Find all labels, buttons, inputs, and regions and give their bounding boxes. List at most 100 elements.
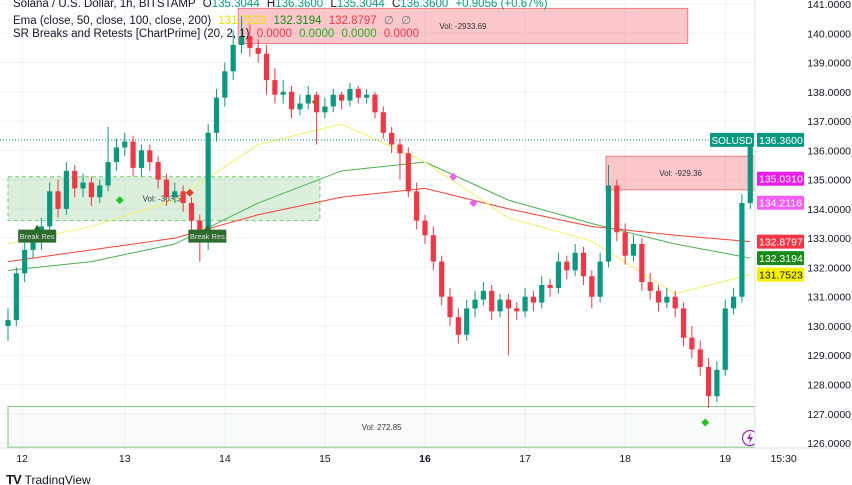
candle[interactable]	[255, 39, 261, 63]
candle[interactable]	[247, 24, 253, 57]
candle[interactable]	[347, 83, 353, 107]
candle[interactable]	[55, 179, 61, 218]
candle[interactable]	[263, 44, 270, 95]
candle[interactable]	[555, 252, 562, 294]
candle[interactable]	[530, 290, 537, 312]
price-axis[interactable]	[755, 0, 852, 448]
candle[interactable]	[622, 223, 628, 265]
label-bubble	[18, 224, 57, 243]
candle[interactable]	[172, 182, 178, 204]
candle[interactable]	[288, 85, 295, 119]
candle[interactable]	[122, 132, 128, 157]
candle[interactable]	[664, 287, 670, 309]
resistance-zone[interactable]	[605, 155, 756, 191]
candle[interactable]	[422, 214, 428, 245]
candle[interactable]	[739, 194, 745, 303]
candle[interactable]	[47, 182, 53, 233]
candle[interactable]	[130, 135, 136, 177]
candle[interactable]	[714, 361, 720, 403]
candle[interactable]	[339, 91, 345, 110]
candle[interactable]	[230, 30, 236, 81]
candle[interactable]	[447, 287, 453, 326]
candle[interactable]	[389, 126, 395, 154]
candle[interactable]	[614, 179, 620, 242]
candle[interactable]	[580, 246, 587, 285]
candle[interactable]	[280, 80, 286, 104]
candle[interactable]	[655, 284, 662, 312]
candle[interactable]	[138, 144, 145, 177]
candle[interactable]	[689, 325, 695, 359]
candle[interactable]	[430, 226, 436, 271]
candle[interactable]	[147, 144, 153, 171]
candle-body	[647, 282, 653, 291]
candle[interactable]	[455, 308, 461, 344]
candle[interactable]	[505, 293, 511, 356]
candle[interactable]	[272, 68, 278, 104]
candle[interactable]	[155, 156, 161, 189]
candle[interactable]	[539, 276, 545, 309]
candle[interactable]	[514, 302, 520, 321]
candle[interactable]	[22, 238, 28, 283]
sr-value: 0.0000	[256, 28, 292, 40]
candle[interactable]	[464, 299, 470, 341]
candle[interactable]	[222, 62, 228, 107]
candle[interactable]	[238, 15, 245, 54]
candle[interactable]	[13, 267, 19, 326]
candle[interactable]	[5, 308, 11, 341]
candle[interactable]	[547, 279, 553, 297]
candle[interactable]	[97, 179, 103, 204]
candle[interactable]	[88, 176, 94, 206]
candle[interactable]	[72, 164, 78, 198]
resistance-zone[interactable]	[237, 7, 689, 45]
candle[interactable]	[672, 290, 678, 318]
symbol-title[interactable]: Solana / U.S. Dollar, 1h, BITSTAMP	[13, 0, 196, 10]
ema-title[interactable]: Ema (close, 50, close, 100, close, 200)	[13, 15, 212, 27]
price-chart[interactable]: Vol: -2933.69 Vol: -929.36 Vol: -303.52 Vol…	[0, 0, 852, 470]
candle[interactable]	[472, 290, 478, 318]
candle[interactable]	[605, 164, 612, 268]
candle[interactable]	[489, 284, 495, 321]
candle[interactable]	[439, 255, 445, 306]
candle[interactable]	[297, 94, 303, 116]
candle[interactable]	[63, 162, 69, 215]
candle[interactable]	[397, 138, 403, 180]
candle[interactable]	[322, 97, 328, 119]
sr-legend[interactable]: SR Breaks and Retests [ChartPrime] (20, …	[13, 28, 423, 40]
candle[interactable]	[747, 135, 753, 209]
candle[interactable]	[355, 85, 361, 104]
candle[interactable]	[80, 173, 86, 198]
candle[interactable]	[680, 302, 687, 347]
tradingview-logo[interactable]: TV TradingView	[6, 472, 91, 485]
candle[interactable]	[330, 88, 336, 113]
candle[interactable]	[364, 88, 370, 104]
sr-title[interactable]: SR Breaks and Retests [ChartPrime] (20, …	[13, 28, 250, 40]
candle[interactable]	[647, 273, 653, 300]
candle[interactable]	[372, 91, 378, 119]
candle[interactable]	[730, 287, 737, 315]
candle[interactable]	[414, 182, 420, 230]
candle[interactable]	[497, 293, 503, 318]
candle-body	[222, 71, 228, 98]
candle[interactable]	[405, 147, 411, 198]
low-label: L	[330, 0, 337, 10]
candle[interactable]	[572, 244, 578, 277]
candle[interactable]	[305, 85, 311, 110]
candle[interactable]	[188, 197, 195, 233]
candle[interactable]	[522, 287, 528, 318]
ema-legend[interactable]: Ema (close, 50, close, 100, close, 200) …	[13, 13, 415, 27]
candle[interactable]	[380, 106, 386, 139]
candle[interactable]	[105, 126, 111, 192]
candle[interactable]	[705, 358, 712, 408]
candle[interactable]	[697, 340, 703, 376]
candle[interactable]	[722, 299, 728, 376]
candle[interactable]	[630, 235, 637, 262]
candle[interactable]	[597, 252, 603, 303]
candle[interactable]	[163, 173, 170, 206]
candle[interactable]	[180, 185, 186, 212]
candle[interactable]	[213, 88, 220, 142]
candle[interactable]	[639, 238, 645, 291]
candle[interactable]	[564, 255, 570, 280]
candle[interactable]	[113, 138, 120, 171]
candle[interactable]	[589, 270, 595, 309]
candle[interactable]	[480, 282, 486, 306]
